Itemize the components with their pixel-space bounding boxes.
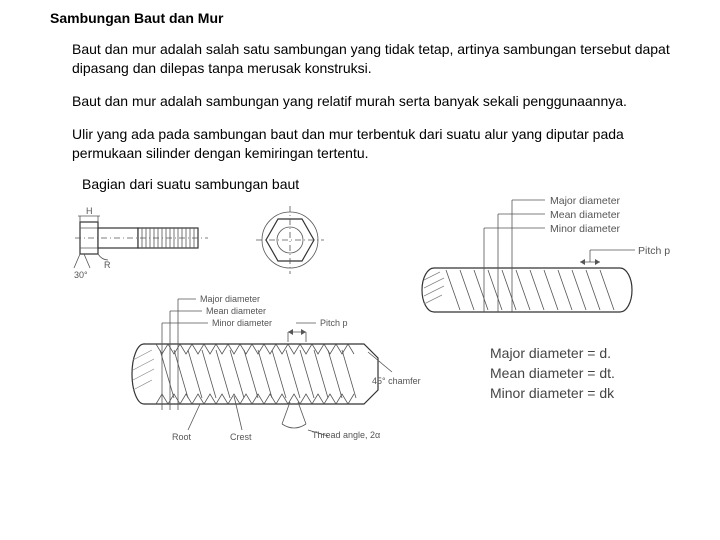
paragraph-1: Baut dan mur adalah salah satu sambungan… <box>72 40 670 78</box>
definitions-block: Major diameter = d. Mean diameter = dt. … <box>490 342 710 412</box>
figures-region: H <box>50 202 670 462</box>
td-threadangle: Thread angle, 2α <box>312 430 380 440</box>
label-minor: Minor diameter <box>550 223 621 235</box>
thread-detail-svg: Major diameter Mean diameter Minor diame… <box>130 292 440 462</box>
td-crest: Crest <box>230 432 252 442</box>
td-chamfer: 45° chamfer <box>372 376 421 386</box>
figure-hex-front <box>250 202 330 282</box>
td-mean: Mean diameter <box>206 306 266 316</box>
label-R: R <box>104 260 111 270</box>
def-dt: Mean diameter = dt. <box>490 365 615 381</box>
subheading: Bagian dari suatu sambungan baut <box>82 176 670 192</box>
paragraph-2: Baut dan mur adalah sambungan yang relat… <box>72 92 670 111</box>
label-mean: Mean diameter <box>550 209 621 221</box>
figure-screw-leaders: Major diameter Mean diameter Minor diame… <box>420 192 710 332</box>
bolt-side-svg: H <box>70 202 235 282</box>
figure-bolt-side: H <box>70 202 235 282</box>
label-major: Major diameter <box>550 195 621 207</box>
figure-thread-detail: Major diameter Mean diameter Minor diame… <box>130 292 440 462</box>
label-H: H <box>86 206 93 216</box>
screw-leaders-svg: Major diameter Mean diameter Minor diame… <box>420 192 710 332</box>
page-title: Sambungan Baut dan Mur <box>50 10 670 26</box>
slide: Sambungan Baut dan Mur Baut dan mur adal… <box>0 0 720 462</box>
td-root: Root <box>172 432 192 442</box>
td-major: Major diameter <box>200 294 260 304</box>
def-dk: Minor diameter = dk <box>490 385 615 401</box>
td-pitch: Pitch p <box>320 318 348 328</box>
paragraph-3: Ulir yang ada pada sambungan baut dan mu… <box>72 125 670 163</box>
def-d: Major diameter = d. <box>490 345 611 361</box>
defs-svg: Major diameter = d. Mean diameter = dt. … <box>490 342 710 412</box>
label-angle: 30° <box>74 270 88 280</box>
td-minor: Minor diameter <box>212 318 272 328</box>
hex-front-svg <box>250 202 330 282</box>
label-pitch: Pitch p <box>638 245 670 257</box>
